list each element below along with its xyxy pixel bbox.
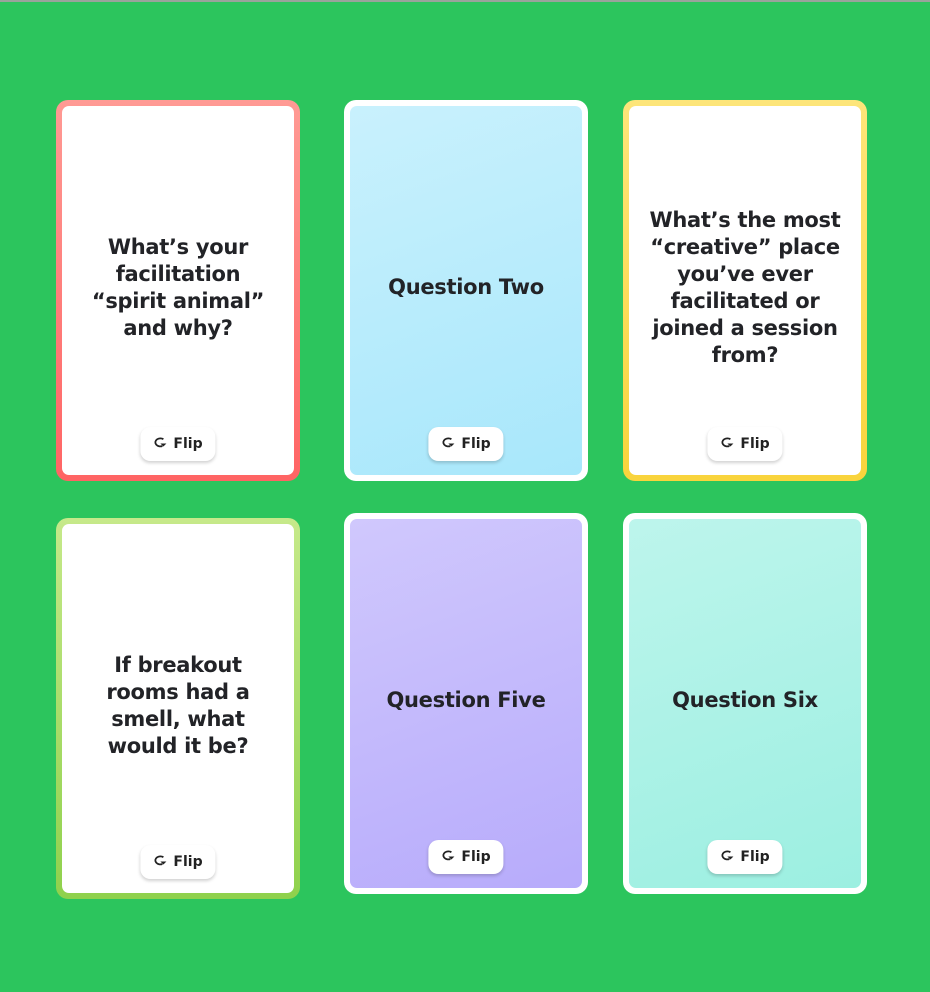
card-question: Question Five xyxy=(386,688,546,712)
flip-icon xyxy=(720,849,735,866)
card-face: Question Two Flip xyxy=(350,106,582,475)
card-question: What’s your facilitation “spirit animal”… xyxy=(91,234,265,340)
flip-label: Flip xyxy=(461,436,491,452)
card-face: Question Six Flip xyxy=(629,519,861,888)
card-face: What’s your facilitation “spirit animal”… xyxy=(62,106,294,475)
card-question: What’s the most “creative” place you’ve … xyxy=(649,207,841,367)
flip-button[interactable]: Flip xyxy=(707,427,783,461)
flip-icon xyxy=(720,436,735,453)
flip-label: Flip xyxy=(173,854,203,870)
flip-label: Flip xyxy=(740,849,770,865)
flip-icon xyxy=(441,436,456,453)
question-card-5[interactable]: Question Five Flip xyxy=(344,513,588,894)
flip-label: Flip xyxy=(740,436,770,452)
question-card-4[interactable]: If breakout rooms had a smell, what woul… xyxy=(56,518,300,899)
flip-label: Flip xyxy=(173,436,203,452)
card-face: If breakout rooms had a smell, what woul… xyxy=(62,524,294,893)
flip-button[interactable]: Flip xyxy=(707,840,783,874)
card-face: Question Five Flip xyxy=(350,519,582,888)
flip-icon xyxy=(441,849,456,866)
question-card-3[interactable]: What’s the most “creative” place you’ve … xyxy=(623,100,867,481)
card-question: Question Two xyxy=(388,275,544,299)
flip-button[interactable]: Flip xyxy=(428,427,504,461)
flip-button[interactable]: Flip xyxy=(428,840,504,874)
flip-button[interactable]: Flip xyxy=(140,427,216,461)
flip-icon xyxy=(153,854,168,871)
question-card-6[interactable]: Question Six Flip xyxy=(623,513,867,894)
card-face: What’s the most “creative” place you’ve … xyxy=(629,106,861,475)
flip-icon xyxy=(153,436,168,453)
flip-button[interactable]: Flip xyxy=(140,845,216,879)
question-card-2[interactable]: Question Two Flip xyxy=(344,100,588,481)
card-question: If breakout rooms had a smell, what woul… xyxy=(106,652,250,758)
card-question: Question Six xyxy=(672,688,818,712)
question-card-1[interactable]: What’s your facilitation “spirit animal”… xyxy=(56,100,300,481)
flip-label: Flip xyxy=(461,849,491,865)
